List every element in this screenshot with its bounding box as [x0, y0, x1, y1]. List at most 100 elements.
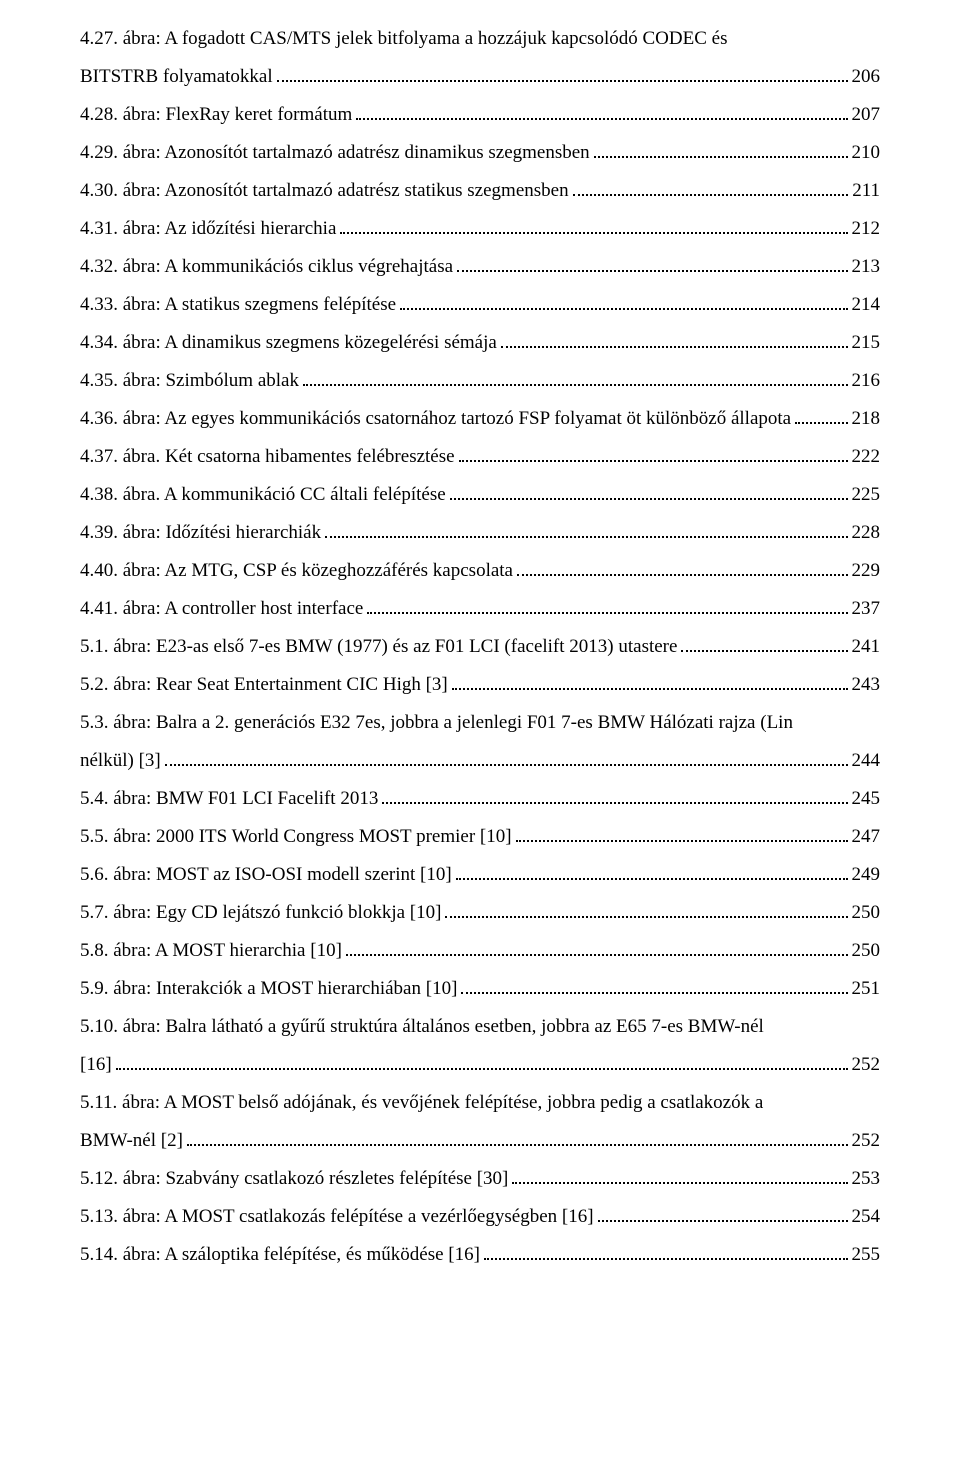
toc-entry-text: 5.3. ábra: Balra a 2. generációs E32 7es…: [80, 704, 880, 742]
toc-entry-text: 5.12. ábra: Szabvány csatlakozó részlete…: [80, 1160, 508, 1198]
toc-entry-text: 4.31. ábra: Az időzítési hierarchia: [80, 210, 336, 248]
toc-entry-text: BMW-nél [2]: [80, 1122, 183, 1160]
toc-page-number: 243: [852, 666, 881, 704]
toc-leader-dots: [452, 673, 848, 690]
toc-leader-dots: [501, 331, 848, 348]
toc-entry-text: 5.8. ábra: A MOST hierarchia [10]: [80, 932, 342, 970]
toc-page-number: 228: [852, 514, 881, 552]
toc-entry: 4.29. ábra: Azonosítót tartalmazó adatré…: [80, 134, 880, 172]
toc-entry: 4.37. ábra. Két csatorna hibamentes felé…: [80, 438, 880, 476]
toc-entry-text: nélkül) [3]: [80, 742, 161, 780]
toc-page-number: 250: [852, 932, 881, 970]
toc-page-number: 225: [852, 476, 881, 514]
toc-entry: 5.13. ábra: A MOST csatlakozás felépítés…: [80, 1198, 880, 1236]
toc-leader-dots: [512, 1167, 847, 1184]
toc-entry-text: 4.33. ábra: A statikus szegmens felépíté…: [80, 286, 396, 324]
toc-entry: 5.3. ábra: Balra a 2. generációs E32 7es…: [80, 704, 880, 780]
toc-entry: 5.4. ábra: BMW F01 LCI Facelift 2013 245: [80, 780, 880, 818]
toc-entry-text: 4.28. ábra: FlexRay keret formátum: [80, 96, 352, 134]
toc-entry: 5.10. ábra: Balra látható a gyűrű strukt…: [80, 1008, 880, 1084]
toc-entry-text: 4.30. ábra: Azonosítót tartalmazó adatré…: [80, 172, 569, 210]
toc-leader-dots: [346, 939, 848, 956]
toc-entry-text: 5.4. ábra: BMW F01 LCI Facelift 2013: [80, 780, 378, 818]
toc-page-number: 237: [852, 590, 881, 628]
toc-page-number: 222: [852, 438, 881, 476]
toc-entry-lastline: BITSTRB folyamatokkal206: [80, 58, 880, 96]
toc-page-number: 247: [852, 818, 881, 856]
toc-leader-dots: [367, 597, 847, 614]
toc-leader-dots: [459, 445, 848, 462]
toc-page-number: 241: [852, 628, 881, 666]
toc-entry-text: 5.5. ábra: 2000 ITS World Congress MOST …: [80, 818, 512, 856]
toc-entry-text: 5.7. ábra: Egy CD lejátszó funkció blokk…: [80, 894, 441, 932]
toc-leader-dots: [356, 103, 847, 120]
toc-entry: 5.6. ábra: MOST az ISO-OSI modell szerin…: [80, 856, 880, 894]
toc-entry-text: [16]: [80, 1046, 112, 1084]
toc-leader-dots: [450, 483, 848, 500]
toc-page-number: 215: [852, 324, 881, 362]
toc-leader-dots: [165, 749, 848, 766]
toc-leader-dots: [187, 1129, 848, 1146]
toc-entry-text: 4.32. ábra: A kommunikációs ciklus végre…: [80, 248, 453, 286]
toc-entry: 4.34. ábra: A dinamikus szegmens közegel…: [80, 324, 880, 362]
toc-entry: 4.35. ábra: Szimbólum ablak 216: [80, 362, 880, 400]
toc-page-number: 214: [852, 286, 881, 324]
toc-entry-text: 4.38. ábra. A kommunikáció CC általi fel…: [80, 476, 446, 514]
toc-entry: 5.7. ábra: Egy CD lejátszó funkció blokk…: [80, 894, 880, 932]
toc-entry: 5.9. ábra: Interakciók a MOST hierarchiá…: [80, 970, 880, 1008]
toc-entry-lastline: [16] 252: [80, 1046, 880, 1084]
toc-leader-dots: [795, 407, 847, 424]
toc-page-number: 249: [852, 856, 881, 894]
figure-list-page: 4.27. ábra: A fogadott CAS/MTS jelek bit…: [0, 0, 960, 1314]
toc-page-number: 250: [852, 894, 881, 932]
toc-leader-dots: [516, 825, 848, 842]
toc-leader-dots: [277, 65, 848, 82]
toc-page-number: 207: [852, 96, 881, 134]
toc-entry: 4.31. ábra: Az időzítési hierarchia 212: [80, 210, 880, 248]
toc-page-number: 212: [852, 210, 881, 248]
toc-entry: 4.38. ábra. A kommunikáció CC általi fel…: [80, 476, 880, 514]
toc-entry-text: 4.29. ábra: Azonosítót tartalmazó adatré…: [80, 134, 590, 172]
toc-leader-dots: [461, 977, 847, 994]
toc-entry: 5.8. ábra: A MOST hierarchia [10] 250: [80, 932, 880, 970]
toc-page-number: 211: [852, 172, 880, 210]
toc-entry: 5.12. ábra: Szabvány csatlakozó részlete…: [80, 1160, 880, 1198]
toc-leader-dots: [598, 1205, 848, 1222]
toc-entry: 4.30. ábra: Azonosítót tartalmazó adatré…: [80, 172, 880, 210]
toc-page-number: 216: [852, 362, 881, 400]
toc-entry-text: 5.2. ábra: Rear Seat Entertainment CIC H…: [80, 666, 448, 704]
toc-entry-text: 4.35. ábra: Szimbólum ablak: [80, 362, 299, 400]
toc-leader-dots: [594, 141, 848, 158]
toc-page-number: 252: [852, 1122, 881, 1160]
toc-leader-dots: [340, 217, 847, 234]
toc-entry: 4.32. ábra: A kommunikációs ciklus végre…: [80, 248, 880, 286]
toc-leader-dots: [456, 863, 848, 880]
toc-page-number: 255: [852, 1236, 881, 1274]
toc-page-number: 210: [852, 134, 881, 172]
toc-entry: 4.39. ábra: Időzítési hierarchiák228: [80, 514, 880, 552]
toc-entry: 4.41. ábra: A controller host interface2…: [80, 590, 880, 628]
toc-entry-text: 4.34. ábra: A dinamikus szegmens közegel…: [80, 324, 497, 362]
toc-entry-text: 4.27. ábra: A fogadott CAS/MTS jelek bit…: [80, 20, 880, 58]
toc-entry-text: 5.14. ábra: A száloptika felépítése, és …: [80, 1236, 480, 1274]
toc-entry-lastline: nélkül) [3] 244: [80, 742, 880, 780]
toc-entry: 5.11. ábra: A MOST belső adójának, és ve…: [80, 1084, 880, 1160]
toc-page-number: 251: [852, 970, 881, 1008]
toc-leader-dots: [484, 1243, 848, 1260]
toc-entry-lastline: BMW-nél [2] 252: [80, 1122, 880, 1160]
toc-entry: 4.40. ábra: Az MTG, CSP és közeghozzáfér…: [80, 552, 880, 590]
toc-entry: 5.5. ábra: 2000 ITS World Congress MOST …: [80, 818, 880, 856]
toc-page-number: 245: [852, 780, 881, 818]
toc-page-number: 252: [852, 1046, 881, 1084]
toc-entry-text: 4.40. ábra: Az MTG, CSP és közeghozzáfér…: [80, 552, 513, 590]
toc-entry: 4.33. ábra: A statikus szegmens felépíté…: [80, 286, 880, 324]
toc-leader-dots: [681, 635, 847, 652]
toc-entry-text: 5.13. ábra: A MOST csatlakozás felépítés…: [80, 1198, 594, 1236]
toc-leader-dots: [400, 293, 847, 310]
toc-leader-dots: [325, 521, 847, 538]
toc-entry: 5.2. ábra: Rear Seat Entertainment CIC H…: [80, 666, 880, 704]
toc-page-number: 244: [852, 742, 881, 780]
toc-page-number: 213: [852, 248, 881, 286]
toc-entry-text: 4.36. ábra: Az egyes kommunikációs csato…: [80, 400, 791, 438]
toc-leader-dots: [457, 255, 847, 272]
